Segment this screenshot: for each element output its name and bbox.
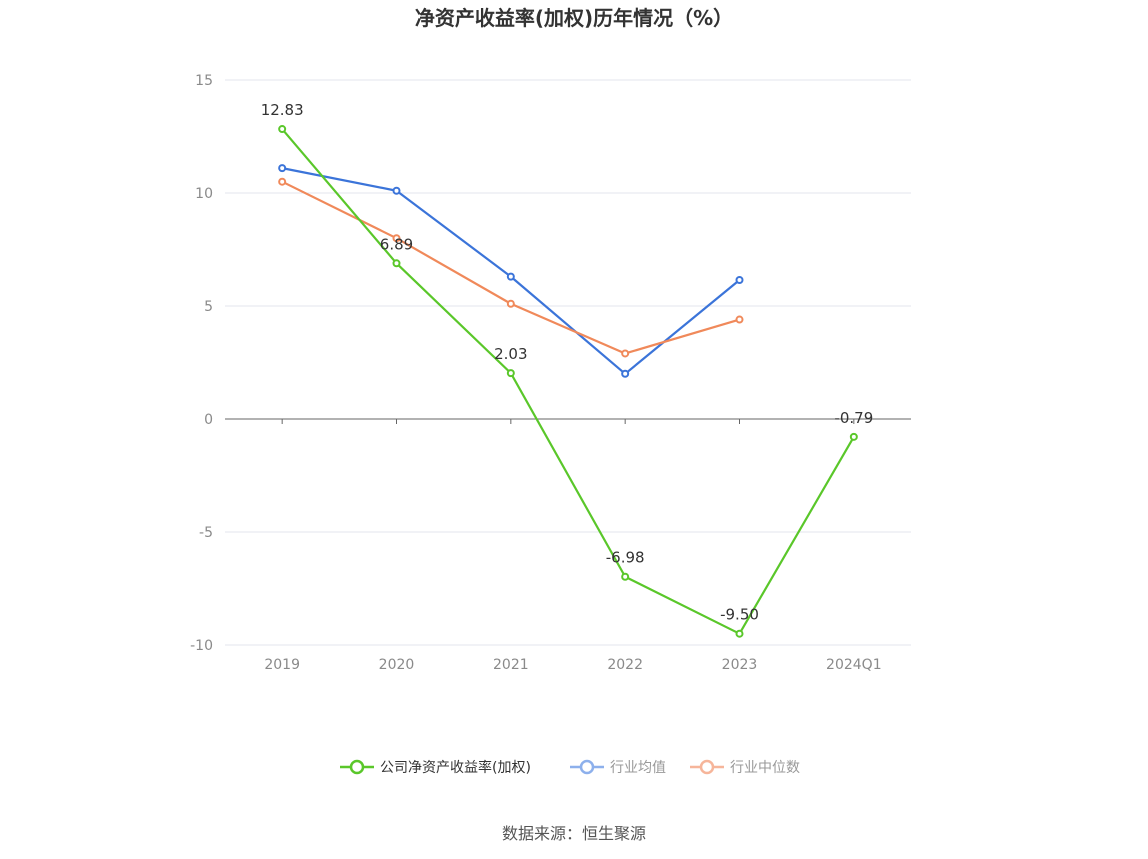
data-label: -9.50 [720,606,759,624]
legend-item[interactable]: 行业均值 [570,759,666,776]
legend-label: 行业中位数 [730,760,800,776]
x-tick-label: 2021 [493,657,529,673]
y-tick-label: 5 [204,299,213,315]
y-tick-label: 15 [195,73,213,89]
data-point [506,299,515,308]
data-point [621,572,630,581]
data-label: 6.89 [380,235,413,253]
x-tick-label: 2024Q1 [826,657,882,673]
data-point [278,164,287,173]
legend-marker-icon [579,759,595,775]
x-tick-label: 2023 [722,657,758,673]
y-tick-label: -10 [190,638,213,654]
data-point [506,272,515,281]
data-label: -6.98 [606,549,645,567]
data-point [735,276,744,285]
data-point [735,629,744,638]
legend-item[interactable]: 行业中位数 [690,759,800,776]
data-point [735,315,744,324]
legend-label: 公司净资产收益率(加权) [380,759,531,776]
data-point [621,349,630,358]
y-axis: 15 10 5 0 -5 -10 [190,73,213,654]
data-point [621,369,630,378]
data-point [278,125,287,134]
y-tick-label: 0 [204,412,213,428]
data-label: -0.79 [834,409,873,427]
data-point [278,177,287,186]
x-tick-label: 2022 [607,657,643,673]
chart-title: 净资产收益率(加权)历年情况（%） [415,6,733,30]
legend[interactable]: 公司净资产收益率(加权) 行业均值 行业中位数 [340,759,800,776]
data-labels: 12.83 6.89 2.03 -6.98 -9.50 -0.79 [261,101,874,624]
data-point [392,234,401,243]
x-tick-label: 2020 [379,657,415,673]
data-source: 数据来源：恒生聚源 [502,824,646,843]
legend-marker-icon [349,759,365,775]
legend-marker-icon [699,759,715,775]
grid-lines [225,79,911,646]
data-label: 2.03 [494,345,527,363]
data-point [849,432,858,441]
data-point [392,259,401,268]
data-point [392,186,401,195]
data-label: 12.83 [261,101,304,119]
legend-item[interactable]: 公司净资产收益率(加权) [340,759,531,776]
y-tick-label: 10 [195,186,213,202]
series-layer [278,125,858,638]
y-tick-label: -5 [199,525,213,541]
series-line [281,180,740,355]
series-line [281,128,855,635]
series-line [281,167,741,375]
data-point [506,369,515,378]
x-tick-label: 2019 [264,657,300,673]
legend-label: 行业均值 [610,760,666,776]
x-axis: 2019 2020 2021 2022 2023 2024Q1 [225,418,911,673]
